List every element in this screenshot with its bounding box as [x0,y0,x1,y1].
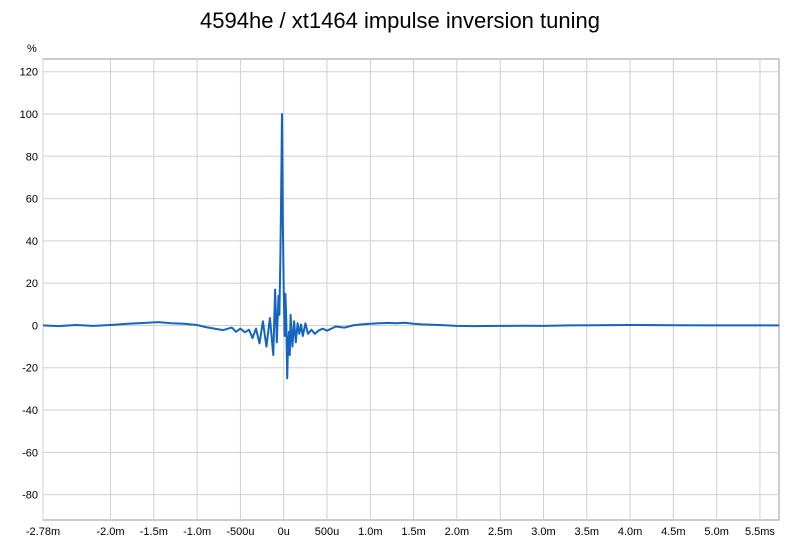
y-tick-label: 60 [26,194,38,206]
axis-labels: -2.78m -2.0m -1.5m -1.0m -500u 0u 500u 1.0m 1.5m… [20,67,776,538]
y-tick-label: 80 [26,151,38,163]
x-tick-label: 3.5m [575,526,599,538]
y-tick-label: 120 [20,67,38,79]
y-tick-label: 40 [26,236,38,248]
x-tick-label: 2.5m [488,526,512,538]
x-tick-label: 0u [278,526,290,538]
chart-title: 4594he / xt1464 impulse inversion tuning [200,8,600,33]
x-tick-label: 500u [315,526,339,538]
x-tick-label: 4.5m [661,526,685,538]
y-tick-label: 0 [32,320,38,332]
x-tick-label: 1.0m [358,526,382,538]
impulse-series-line [42,113,779,380]
x-tick-label: 2.0m [445,526,469,538]
x-tick-label: -500u [226,526,254,538]
x-tick-label: 1.5m [401,526,425,538]
y-tick-label: -20 [22,363,38,375]
x-tick-label: -1.5m [140,526,168,538]
series-layer [42,113,779,380]
x-tick-label: 3.0m [531,526,555,538]
y-tick-label: 100 [20,109,38,121]
grid-layer [42,58,780,521]
x-tick-label: -1.0m [183,526,211,538]
x-tick-label: -2.0m [96,526,124,538]
y-tick-label: -60 [22,447,38,459]
plot-frame [42,58,780,521]
x-tick-label: 5.5ms [745,526,775,538]
y-tick-label: 20 [26,278,38,290]
y-unit-label: % [27,43,37,55]
y-tick-label: -40 [22,405,38,417]
x-tick-label: 5.0m [704,526,728,538]
x-tick-label: 4.0m [618,526,642,538]
x-tick-label: -2.78m [26,526,60,538]
y-tick-label: -80 [22,490,38,502]
